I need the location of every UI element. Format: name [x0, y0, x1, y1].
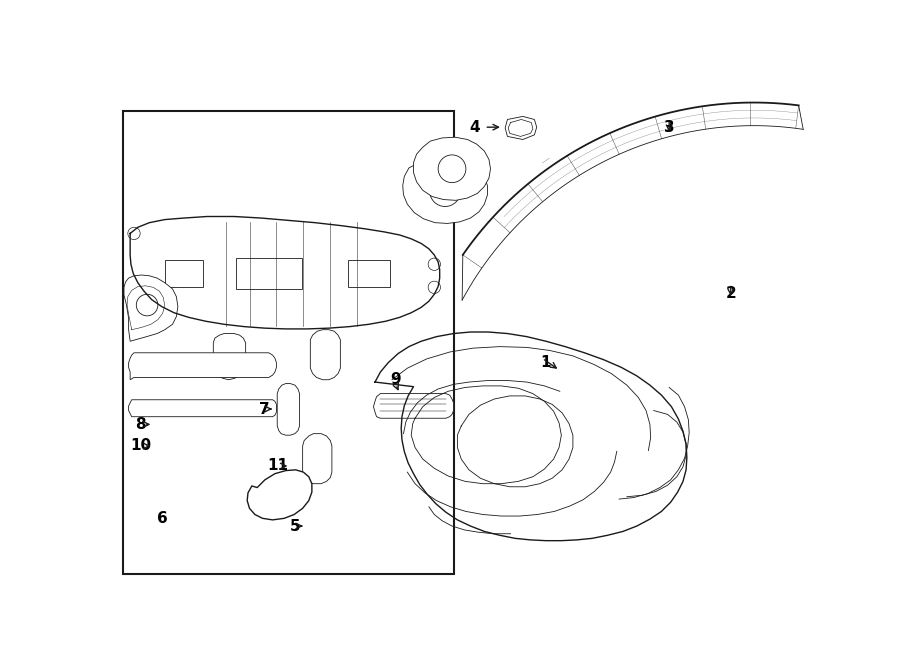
- Polygon shape: [402, 158, 488, 224]
- Polygon shape: [505, 117, 536, 140]
- Polygon shape: [129, 400, 276, 416]
- Text: 5: 5: [290, 518, 301, 534]
- Bar: [348, 260, 391, 287]
- Text: 4: 4: [470, 120, 481, 134]
- Polygon shape: [213, 334, 246, 380]
- Circle shape: [136, 295, 158, 316]
- Bar: [165, 260, 203, 287]
- Text: 2: 2: [725, 286, 736, 301]
- Polygon shape: [310, 330, 340, 380]
- Polygon shape: [277, 383, 300, 435]
- Polygon shape: [302, 434, 332, 484]
- Polygon shape: [374, 394, 454, 418]
- Circle shape: [128, 227, 140, 240]
- Text: 1: 1: [541, 355, 551, 370]
- Text: 3: 3: [664, 120, 674, 134]
- Circle shape: [438, 155, 466, 183]
- Polygon shape: [413, 137, 491, 201]
- Circle shape: [429, 175, 461, 207]
- Polygon shape: [129, 353, 276, 380]
- Polygon shape: [124, 275, 178, 341]
- Circle shape: [428, 281, 440, 293]
- Text: 11: 11: [267, 459, 289, 473]
- Bar: [237, 258, 302, 289]
- Text: 7: 7: [259, 401, 269, 416]
- Text: 6: 6: [158, 511, 168, 526]
- Polygon shape: [248, 470, 312, 520]
- Bar: [123, 111, 454, 574]
- Text: 8: 8: [136, 417, 146, 432]
- Circle shape: [428, 258, 440, 270]
- Text: 10: 10: [130, 438, 151, 453]
- Circle shape: [128, 301, 140, 312]
- Text: 9: 9: [391, 372, 401, 387]
